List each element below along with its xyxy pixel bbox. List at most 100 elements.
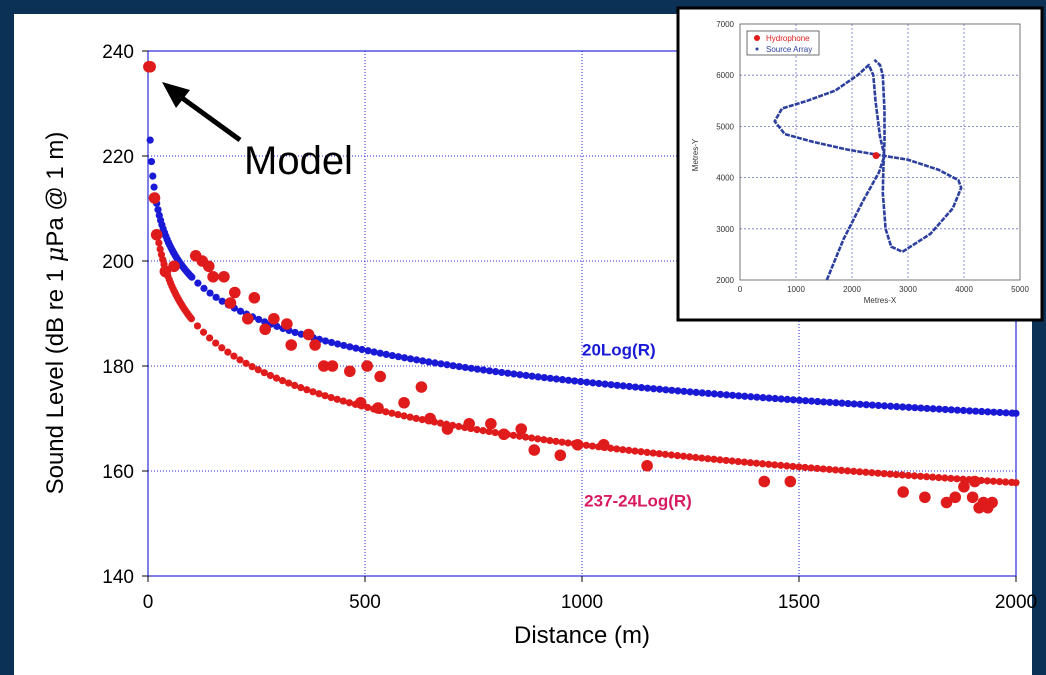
model-20log-point bbox=[637, 384, 646, 392]
model-20log-point bbox=[735, 392, 743, 400]
inset-x-axis-title: Metres-X bbox=[864, 296, 897, 305]
model-24log-point bbox=[692, 453, 700, 462]
x-tick-label: 500 bbox=[349, 592, 381, 613]
model-20log-point bbox=[400, 354, 409, 362]
model-20log-point bbox=[346, 343, 354, 351]
model-24log-point bbox=[728, 457, 736, 465]
model-20log-point bbox=[747, 393, 755, 401]
model-20log-point bbox=[376, 349, 384, 357]
y-tick-label: 200 bbox=[102, 252, 134, 273]
model-24log-point bbox=[825, 465, 833, 474]
model-24log-point bbox=[922, 473, 931, 481]
measured-point bbox=[202, 260, 215, 273]
model-24log-point bbox=[698, 454, 706, 462]
model-24log-point bbox=[631, 447, 639, 455]
model-20log-point bbox=[449, 362, 457, 370]
inset-plot-frame bbox=[739, 23, 1021, 281]
model-20log-point bbox=[291, 328, 299, 337]
measured-point bbox=[361, 360, 373, 372]
model-20log-point bbox=[990, 408, 998, 416]
model-20log-point bbox=[886, 402, 895, 410]
series-label-24log: 237-24Log(R) bbox=[584, 492, 692, 511]
model-24log-point bbox=[679, 452, 688, 460]
model-20log-point bbox=[789, 396, 797, 404]
model-24log-point bbox=[242, 359, 250, 367]
model-24log-point bbox=[327, 393, 335, 402]
model-24log-point bbox=[224, 348, 232, 356]
model-24log-point bbox=[868, 469, 876, 477]
model-20log-point bbox=[147, 157, 156, 166]
inset-y-axis-title: Metres-Y bbox=[691, 138, 700, 171]
model-24log-point bbox=[734, 457, 742, 466]
x-axis-title: Distance (m) bbox=[514, 622, 650, 649]
model-20log-point bbox=[273, 322, 281, 330]
y-axis-title: Sound Level (dB re 1 μPa @ 1 m) bbox=[41, 132, 69, 495]
annotation-arrow-head bbox=[162, 82, 190, 108]
model-24log-point bbox=[418, 416, 426, 424]
model-24log-point bbox=[789, 462, 797, 471]
model-24log-point bbox=[862, 468, 870, 476]
model-24log-point bbox=[898, 471, 906, 479]
model-24log-point bbox=[564, 439, 572, 447]
measured-point bbox=[398, 396, 410, 409]
model-20log-point bbox=[771, 394, 779, 403]
model-24log-point bbox=[272, 374, 281, 382]
model-20log-point bbox=[461, 363, 469, 372]
model-20log-point bbox=[850, 400, 858, 408]
measured-point bbox=[259, 323, 271, 336]
x-tick-label: 2000 bbox=[995, 592, 1037, 613]
measured-point bbox=[374, 370, 386, 383]
model-20log-point bbox=[631, 383, 639, 391]
measured-point bbox=[641, 459, 653, 472]
model-20log-point bbox=[212, 293, 220, 301]
model-24log-point bbox=[291, 381, 299, 389]
main-chart: 0 500 1000 1500 2000 140 160 180 200 220 240 Distan… bbox=[41, 42, 1037, 649]
model-24log-point bbox=[455, 422, 463, 431]
model-20log-point bbox=[795, 396, 804, 404]
model-24log-point bbox=[521, 433, 530, 441]
model-20log-point bbox=[455, 362, 463, 371]
model-20log-point bbox=[394, 353, 403, 361]
model-20log-point bbox=[978, 407, 986, 416]
model-20log-point bbox=[425, 358, 433, 366]
x-tick-label: 0 bbox=[143, 592, 154, 613]
model-20log-point bbox=[656, 385, 664, 393]
model-24log-point bbox=[746, 459, 754, 467]
model-20log-point bbox=[650, 385, 658, 393]
inset-x-tick-label: 0 bbox=[738, 285, 743, 294]
model-24log-point bbox=[892, 470, 900, 479]
model-24log-point bbox=[765, 460, 773, 468]
model-24log-point bbox=[394, 410, 402, 419]
model-20log-point bbox=[765, 394, 773, 402]
model-24log-point bbox=[388, 409, 396, 417]
model-24log-point bbox=[813, 464, 821, 473]
model-24log-point bbox=[266, 371, 274, 380]
model-20log-point bbox=[844, 399, 852, 408]
model-20log-point bbox=[558, 376, 567, 384]
measured-point bbox=[317, 360, 330, 372]
measured-point bbox=[968, 475, 981, 488]
model-24log-point bbox=[400, 412, 408, 420]
y-axis-title-part: Pa @ 1 m) bbox=[42, 132, 69, 247]
model-20log-point bbox=[522, 371, 530, 380]
model-24log-point bbox=[309, 388, 317, 396]
measured-point bbox=[148, 192, 161, 204]
model-24log-point bbox=[947, 474, 955, 483]
model-20log-point bbox=[431, 359, 439, 367]
model-20log-point bbox=[552, 375, 560, 383]
model-20log-point bbox=[947, 406, 955, 414]
model-24log-point bbox=[831, 466, 840, 474]
model-20log-point bbox=[419, 357, 427, 365]
measured-point bbox=[940, 496, 953, 509]
measured-point bbox=[285, 339, 298, 351]
model-20log-point bbox=[510, 370, 518, 378]
measured-point bbox=[207, 270, 219, 283]
model-20log-point bbox=[146, 136, 154, 144]
model-20log-point bbox=[492, 368, 500, 376]
measured-point bbox=[528, 444, 541, 456]
model-20log-point bbox=[601, 380, 609, 388]
model-20log-point bbox=[959, 406, 968, 415]
model-20log-point bbox=[528, 372, 536, 380]
model-20log-point bbox=[674, 387, 682, 395]
